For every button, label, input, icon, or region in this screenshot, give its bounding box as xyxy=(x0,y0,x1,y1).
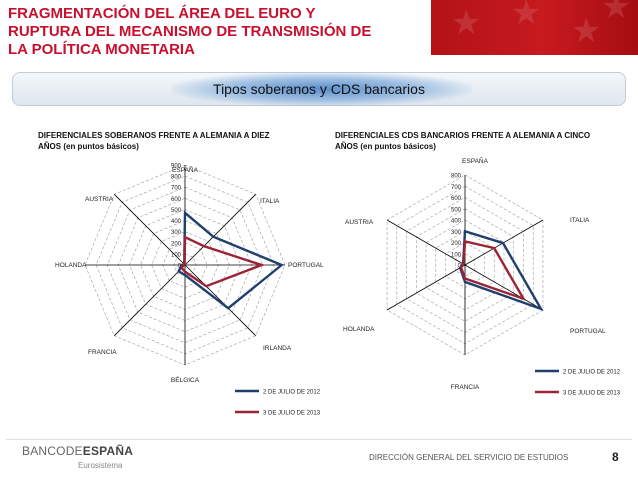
bank-logo-part: BANCO xyxy=(22,444,66,458)
radar-axis-label: HOLANDA xyxy=(343,326,375,333)
radar-chart-sovereign: 0100200300400500600700800900ESPAÑAITALIA… xyxy=(55,164,324,417)
page-title-line: FRAGMENTACIÓN DEL ÁREA DEL EURO Y xyxy=(8,5,316,22)
radar-tick-label: 300 xyxy=(451,230,462,236)
radar-axis-label: FRANCIA xyxy=(451,384,480,391)
chart1-title: DIFERENCIALES SOBERANOS FRENTE A ALEMANI… xyxy=(38,130,318,152)
radar-axis-label: HOLANDA xyxy=(55,262,87,269)
header-flag-banner: ★ ★ ★ ★ xyxy=(431,0,638,55)
flag-star-icon: ★ xyxy=(601,0,632,26)
chart1-title-line: AÑOS (en puntos básicos) xyxy=(38,142,139,151)
radar-grid-ring xyxy=(173,253,197,277)
radar-axis-label: AUSTRIA xyxy=(345,219,374,226)
radar-axis-spoke xyxy=(386,264,466,311)
radar-axis-label: ESPAÑA xyxy=(172,165,199,174)
radar-axis-label: BÉLGICA xyxy=(171,375,200,384)
bank-logo: BANCODEESPAÑA xyxy=(22,444,133,458)
radar-tick-label: 800 xyxy=(451,174,462,180)
radar-tick-label: 200 xyxy=(451,241,462,247)
chart1-title-line: DIFERENCIALES SOBERANOS FRENTE A ALEMANI… xyxy=(38,131,270,140)
footer-divider xyxy=(6,439,632,440)
radar-tick-label: 500 xyxy=(171,208,182,214)
radar-tick-label: 700 xyxy=(171,186,182,192)
radar-axis-label: ITALIA xyxy=(570,217,590,224)
radar-tick-label: 600 xyxy=(451,196,462,202)
radar-tick-label: 500 xyxy=(451,207,462,213)
bank-logo-part: ESPAÑA xyxy=(82,444,134,458)
page-title-line: RUPTURA DEL MECANISMO DE TRANSMISIÓN DE xyxy=(8,23,372,40)
radar-tick-label: 200 xyxy=(171,241,182,247)
radar-axis-label: PORTUGAL xyxy=(570,328,606,335)
radar-axis-spoke xyxy=(184,194,256,266)
page-title: FRAGMENTACIÓN DEL ÁREA DEL EURO Y RUPTUR… xyxy=(8,5,428,59)
radar-tick-label: 300 xyxy=(171,230,182,236)
radar-tick-label: 900 xyxy=(171,164,182,170)
radar-axis-spoke xyxy=(464,264,544,311)
chart2-title: DIFERENCIALES CDS BANCARIOS FRENTE A ALE… xyxy=(335,130,615,152)
bank-logo-subtitle: Eurosistema xyxy=(78,461,123,470)
page-title-line: LA POLÍTICA MONETARIA xyxy=(8,41,195,58)
legend-label: 2 DE JULIO DE 2012 xyxy=(563,370,621,376)
radar-axis-label: ESPAÑA xyxy=(462,156,489,165)
footer-department: DIRECCIÓN GENERAL DEL SERVICIO DE ESTUDI… xyxy=(369,453,569,462)
radar-axis-spoke xyxy=(114,264,186,336)
radar-tick-label: 800 xyxy=(171,175,182,181)
flag-star-icon: ★ xyxy=(511,0,542,32)
radar-axis-spoke xyxy=(386,219,466,266)
legend-label: 3 DE JULIO DE 2013 xyxy=(563,391,621,397)
bank-logo-part: DE xyxy=(65,444,83,458)
radar-series-line xyxy=(459,239,527,301)
radar-tick-label: 100 xyxy=(451,252,462,258)
radar-axis-spoke xyxy=(114,194,186,266)
radar-chart-cds: 0100200300400500600700800ESPAÑAITALIAPOR… xyxy=(343,156,621,397)
radar-grid-ring xyxy=(118,198,252,332)
chart2-title-line: DIFERENCIALES CDS BANCARIOS FRENTE A ALE… xyxy=(335,131,591,140)
flag-star-icon: ★ xyxy=(451,4,482,42)
radar-tick-label: 700 xyxy=(451,185,462,191)
section-banner-text: Tipos soberanos y CDS bancarios xyxy=(213,81,425,97)
radar-tick-label: 100 xyxy=(171,252,182,258)
flag-star-icon: ★ xyxy=(571,12,602,50)
legend-label: 3 DE JULIO DE 2013 xyxy=(263,411,321,417)
radar-tick-label: 400 xyxy=(171,219,182,225)
radar-axis-spoke xyxy=(184,264,256,336)
radar-series-line xyxy=(180,235,266,288)
radar-grid-ring xyxy=(162,242,208,288)
radar-tick-label: 400 xyxy=(451,219,462,225)
radar-axis-label: ITALIA xyxy=(260,198,280,205)
radar-axis-label: FRANCIA xyxy=(88,349,117,356)
radar-axis-label: AUSTRIA xyxy=(85,196,114,203)
chart2-title-line: AÑOS (en puntos básicos) xyxy=(335,142,436,151)
radar-axis-label: PORTUGAL xyxy=(288,262,324,269)
radar-axis-label: IRLANDA xyxy=(263,345,292,352)
radar-grid-ring xyxy=(106,186,264,344)
radar-tick-label: 600 xyxy=(171,197,182,203)
legend-label: 2 DE JULIO DE 2012 xyxy=(263,390,321,396)
page-number: 8 xyxy=(612,450,619,464)
